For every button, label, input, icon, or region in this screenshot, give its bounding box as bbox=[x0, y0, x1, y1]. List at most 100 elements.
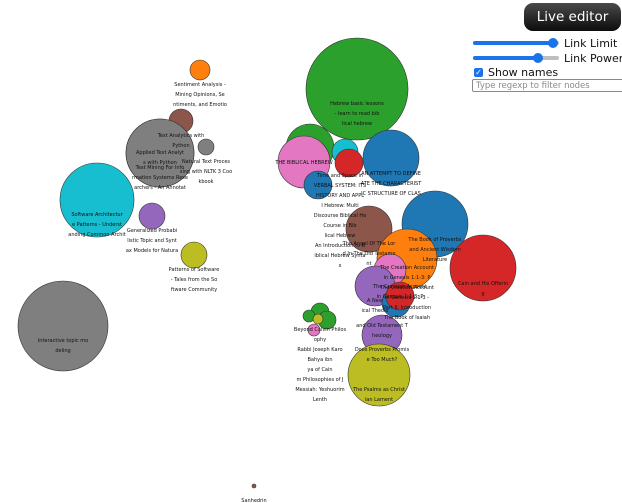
graph-node-label-line: in Genesis 1:1-3: P bbox=[377, 294, 424, 300]
graph-node-label-proverbs-much: Does Proverbs Promis e Too Much? bbox=[355, 347, 410, 363]
graph-node-label-line: archers - An Annotat bbox=[134, 185, 186, 191]
graph-node-label-line: Patterns of Software bbox=[169, 267, 220, 273]
graph-node-label-intro-biblical: Time and Space in VERBAL SYSTEM: ITS HISTO… bbox=[314, 173, 367, 269]
graph-node-label-line: Applied Text Analyt bbox=[136, 150, 184, 156]
link-power-slider[interactable] bbox=[473, 52, 559, 64]
graph-node-label-line: Python bbox=[172, 143, 189, 149]
graph-node-cain[interactable] bbox=[449, 234, 517, 302]
graph-node-label-line: Rabbi Joseph Karo bbox=[297, 347, 342, 353]
graph-node-text-mining[interactable] bbox=[125, 118, 195, 188]
graph-node-label-line: kbook bbox=[198, 179, 213, 185]
link-limit-label: Link Limit bbox=[564, 36, 618, 50]
graph-node-label-line: s with Python bbox=[143, 160, 177, 166]
graph-node-label-line: rmation Systems Rese bbox=[132, 175, 188, 181]
graph-node-label-line: listic Topic and Synt bbox=[127, 238, 177, 244]
link-limit-slider[interactable] bbox=[473, 37, 559, 49]
graph-node-label-line: Time and Space in bbox=[316, 173, 363, 179]
show-names-checkbox[interactable]: ✓ bbox=[474, 67, 483, 77]
graph-node-label-line: d In The Old Testame bbox=[343, 251, 396, 257]
graph-node-red-small[interactable] bbox=[334, 148, 364, 178]
graph-node-sanhedrin[interactable] bbox=[251, 483, 257, 489]
graph-node-label-line: ical Theolo bbox=[362, 308, 389, 314]
graph-node-label-line: and Old Testament T bbox=[356, 323, 409, 329]
graph-node-label-line: Hebrew basic lessons bbox=[330, 101, 384, 107]
graph-node-label-line: HISTORY AND APPL bbox=[316, 193, 364, 199]
graph-node-label-line: Literature bbox=[423, 257, 447, 263]
graph-node-label-line: heology bbox=[372, 333, 392, 339]
link-limit-thumb[interactable] bbox=[547, 38, 558, 48]
graph-node-label-line: anding Common Archit bbox=[68, 232, 126, 238]
graph-node-interactive[interactable] bbox=[17, 280, 109, 372]
graph-node-patterns[interactable] bbox=[180, 241, 208, 269]
link-power-thumb[interactable] bbox=[533, 53, 544, 63]
graph-node-label-line: lical hebrew bbox=[342, 121, 372, 127]
graph-node-label-line: Messiah: Yeshuorim bbox=[295, 387, 344, 393]
graph-node-label-applied-text: Applied Text Analyt s with Python bbox=[136, 150, 184, 166]
graph-node-hebrew-lessons[interactable] bbox=[305, 37, 409, 141]
graph-node-label-line: ax Models for Natura bbox=[126, 248, 178, 254]
graph-node-label-line: An Introduction to B bbox=[315, 243, 366, 249]
graph-node-label-line: Interactive topic mo bbox=[38, 338, 88, 344]
graph-node-label-creation-purple: A New ical Theolo bbox=[362, 298, 389, 314]
graph-node-label-line: l Hebrew: Multi bbox=[321, 203, 358, 209]
graph-node-label-line: ophy bbox=[314, 337, 326, 343]
graph-node-software-arch[interactable] bbox=[59, 162, 135, 238]
graph-node-label-line: and Ancient Wisdom bbox=[409, 247, 461, 253]
graph-node-label-line: Text Analytics with bbox=[157, 133, 205, 139]
graph-node-label-attempt: AN ATTEMPT TO DEFINE ATE THE CHARACTERIST… bbox=[361, 171, 423, 197]
graph-node-label-line: Course in Bib bbox=[323, 223, 356, 229]
graph-node-label-line: - learn to read bib bbox=[335, 111, 380, 117]
graph-node-label-line: The Book of Proverbs bbox=[407, 237, 462, 243]
graph-node-cluster-5[interactable] bbox=[307, 323, 321, 337]
graph-node-label-line: The Book of Isaiah bbox=[383, 315, 430, 321]
graph-node-label-line: Sentiment Analysis - bbox=[174, 82, 226, 88]
graph-node-label-cain: Cain and His Offerin g bbox=[458, 281, 508, 297]
graph-node-label-line: in Genesis 1:1-3: P bbox=[384, 275, 431, 281]
graph-node-label-patterns: Patterns of Software - Tales from the So f… bbox=[169, 267, 220, 293]
live-editor-button[interactable]: Live editor bbox=[524, 3, 621, 31]
graph-node-label-line: Mining Opinions, Se bbox=[175, 92, 225, 98]
graph-node-label-cluster-1: Beyond Calvin Philos ophy Rabbi Joseph Kar… bbox=[294, 327, 347, 403]
graph-node-label-biblical-hebrew: THE BIBLICAL HEBREW bbox=[274, 160, 332, 166]
graph-node-label-software-arch: Software Architectur e Patterns - Underst… bbox=[68, 212, 126, 238]
graph-node-label-sentiment: Sentiment Analysis - Mining Opinions, Se n… bbox=[173, 82, 227, 108]
graph-node-label-theology: and Old Testament T heology bbox=[356, 323, 409, 339]
graph-node-label-line: e Too Much? bbox=[367, 357, 398, 363]
graph-node-label-line: Natural Text Proces bbox=[182, 159, 230, 165]
graph-node-label-line: The Creation Account bbox=[379, 265, 434, 271]
graph-node-label-line: Sanhedrin bbox=[241, 498, 266, 503]
filter-input[interactable] bbox=[472, 79, 622, 92]
graph-node-label-line: Lenth bbox=[313, 397, 327, 403]
graph-node-label-line: Beyond Calvin Philos bbox=[294, 327, 347, 333]
graph-node-label-line: Software Architectur bbox=[71, 212, 123, 218]
graph-node-label-interactive: Interactive topic mo deling bbox=[38, 338, 88, 354]
link-power-label: Link Power bbox=[564, 51, 622, 65]
graph-node-nltk[interactable] bbox=[197, 138, 215, 156]
graph-node-sentiment[interactable] bbox=[189, 59, 211, 81]
graph-node-label-line: in Genesis 1:1-3 - bbox=[385, 295, 429, 301]
link-power-control: Link Power bbox=[473, 51, 622, 65]
graph-node-label-text-mining: Text Mining For Info rmation Systems Rese… bbox=[132, 165, 188, 191]
graph-node-label-hebrew-lessons: Hebrew basic lessons - learn to read bib l… bbox=[330, 101, 384, 127]
graph-node-label-line: The Creation Account bbox=[379, 285, 434, 291]
graph-node-attempt[interactable] bbox=[362, 129, 420, 187]
graph-node-label-line: IC STRUCTURE OF CLAS bbox=[361, 191, 421, 197]
graph-node-psalms[interactable] bbox=[347, 343, 411, 407]
graph-node-label-line: x bbox=[339, 263, 342, 269]
graph-node-blue-small[interactable] bbox=[303, 170, 333, 200]
graph-node-label-line: ATE THE CHARACTERIST bbox=[361, 181, 423, 187]
graph-node-angel[interactable] bbox=[345, 205, 393, 253]
graph-node-creation-red[interactable] bbox=[385, 281, 415, 311]
graph-node-label-line: Does Proverbs Promis bbox=[355, 347, 410, 353]
graph-node-label-line: Discourse Biblical He bbox=[314, 213, 367, 219]
graph-node-label-line: sing with NLTK 3 Coo bbox=[180, 169, 232, 175]
graph-node-gen-prob[interactable] bbox=[138, 202, 166, 230]
graph-node-label-line: - Tales from the So bbox=[171, 277, 218, 283]
show-names-label: Show names bbox=[488, 65, 559, 79]
graph-node-label-line: Cain and His Offerin bbox=[458, 281, 508, 287]
graph-node-cluster-4[interactable] bbox=[312, 313, 324, 325]
graph-node-label-line: Part II: Introduction bbox=[383, 305, 431, 311]
graph-node-label-proverbs: The Book of Proverbs and Ancient Wisdom Li… bbox=[407, 237, 462, 263]
graph-node-label-angel: The Angel Of The Lor d In The Old Testame… bbox=[342, 241, 397, 267]
